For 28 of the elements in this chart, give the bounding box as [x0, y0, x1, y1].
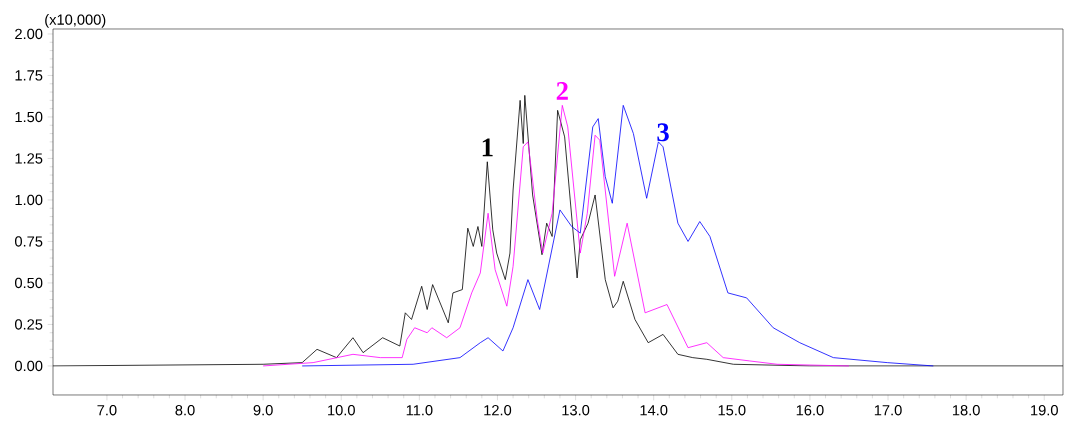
x-tick-label: 16.0: [796, 405, 824, 416]
x-tick-label: 18.0: [952, 405, 980, 416]
x-tick-label: 15.0: [718, 405, 746, 416]
line-series: [262, 104, 850, 367]
y-tick-label: 1.00: [15, 194, 43, 206]
x-tick-label: 7.0: [97, 405, 117, 416]
y-tick-label: 2.00: [15, 28, 43, 40]
x-tick-label: 12.0: [484, 405, 512, 416]
annotation: 1: [482, 138, 493, 157]
y-tick-label: 0.25: [14, 319, 43, 330]
x-tick-label: 13.0: [562, 405, 590, 416]
x-tick-label: 17.0: [874, 405, 902, 416]
x-tick-label: 14.0: [640, 405, 668, 416]
x-tick-label: 9.0: [253, 405, 273, 416]
y-tick-label: 0.75: [14, 236, 43, 247]
y-tick-label: 0.00: [14, 360, 43, 372]
line-series: [301, 104, 934, 367]
text: (x10,000): [45, 14, 106, 28]
y-tick-label: 1.25: [15, 153, 43, 164]
y-tick-label: 1.75: [15, 70, 43, 81]
x-tick-label: 8.0: [175, 405, 195, 416]
x-tick-label: 19.0: [1031, 405, 1058, 416]
y-tick-label: 1.50: [15, 111, 43, 123]
y-tick-label: 0.50: [14, 277, 43, 289]
annotation: 3: [657, 123, 669, 142]
x-tick-label: 10.0: [328, 405, 355, 416]
annotation: 2: [556, 82, 568, 100]
x-tick-label: 11.0: [406, 405, 433, 416]
